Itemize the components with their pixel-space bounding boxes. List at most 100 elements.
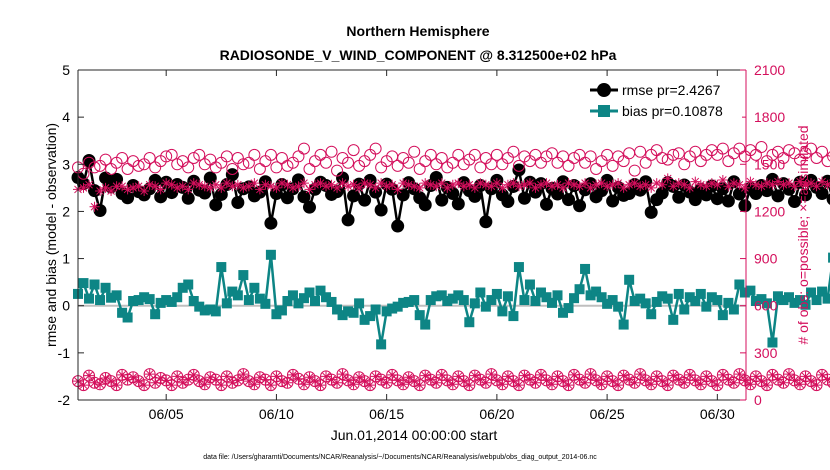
obs-assimilated-point bbox=[541, 375, 552, 386]
bias-point bbox=[684, 292, 695, 303]
obs-assimilated-point bbox=[706, 376, 717, 387]
bias-point bbox=[304, 287, 315, 298]
obs-assimilated-point bbox=[602, 371, 613, 382]
obs-possible-point bbox=[132, 159, 145, 172]
obs-assimilated-point bbox=[199, 181, 210, 192]
bias-point bbox=[238, 270, 249, 281]
obs-assimilated-point bbox=[348, 179, 359, 190]
obs-assimilated-point bbox=[398, 379, 409, 390]
y2-tick-label: 1500 bbox=[754, 156, 785, 172]
bias-point bbox=[354, 298, 365, 309]
rmse-point bbox=[264, 216, 278, 230]
obs-assimilated-point bbox=[701, 371, 712, 382]
obs-possible-point bbox=[264, 379, 277, 392]
bias-point bbox=[783, 292, 794, 303]
footer-datafile: data file: /Users/gharamti/Documents/NCA… bbox=[203, 454, 597, 461]
obs-assimilated-point bbox=[480, 179, 491, 190]
bias-point bbox=[712, 295, 723, 306]
obs-assimilated-point bbox=[144, 369, 155, 380]
obs-assimilated-point bbox=[254, 184, 265, 195]
obs-assimilated-point bbox=[800, 371, 811, 382]
obs-assimilated-point bbox=[265, 380, 276, 391]
obs-assimilated-point bbox=[651, 371, 662, 382]
obs-assimilated-point bbox=[321, 181, 332, 192]
y-tick-label: 1 bbox=[62, 251, 70, 267]
obs-assimilated-point bbox=[359, 376, 370, 387]
bias-point bbox=[282, 296, 293, 306]
y-tick-label: 2 bbox=[62, 203, 70, 219]
obs-assimilated-point bbox=[216, 182, 227, 193]
obs-assimilated-point bbox=[260, 179, 271, 190]
obs-assimilated-point bbox=[227, 377, 238, 388]
obs-assimilated-point bbox=[442, 182, 453, 193]
obs-assimilated-point bbox=[409, 181, 420, 192]
bias-point bbox=[166, 296, 177, 307]
obs-assimilated-point bbox=[486, 369, 497, 380]
bias-point bbox=[800, 299, 811, 310]
bias-point bbox=[177, 282, 188, 293]
bias-point bbox=[111, 290, 122, 301]
obs-assimilated-point bbox=[723, 374, 734, 385]
bias-point bbox=[133, 295, 144, 306]
obs-assimilated-point bbox=[78, 380, 89, 391]
bias-point bbox=[519, 295, 530, 306]
obs-possible-point bbox=[182, 161, 195, 174]
obs-assimilated-point bbox=[464, 380, 475, 391]
y-tick-label: 5 bbox=[62, 62, 70, 78]
obs-assimilated-point bbox=[210, 179, 221, 190]
bias-point bbox=[723, 297, 734, 308]
bias-point bbox=[469, 298, 480, 309]
obs-assimilated-point bbox=[381, 181, 392, 192]
bias-point bbox=[216, 262, 227, 273]
obs-assimilated-point bbox=[293, 373, 304, 384]
chart-subtitle: RADIOSONDE_V_WIND_COMPONENT @ 8.312500e+… bbox=[220, 47, 617, 63]
bias-point bbox=[739, 287, 750, 298]
obs-assimilated-point bbox=[238, 182, 249, 193]
obs-assimilated-point bbox=[646, 182, 657, 193]
obs-possible-point bbox=[584, 150, 597, 163]
bias-point bbox=[750, 296, 761, 306]
obs-assimilated-point bbox=[332, 182, 343, 193]
obs-assimilated-point bbox=[95, 379, 106, 390]
obs-assimilated-point bbox=[188, 369, 199, 380]
obs-possible-point bbox=[816, 145, 829, 158]
obs-assimilated-point bbox=[475, 178, 486, 189]
obs-possible-point bbox=[805, 142, 818, 155]
bias-point bbox=[321, 292, 332, 303]
obs-assimilated-point bbox=[354, 182, 365, 193]
bias-point bbox=[343, 306, 354, 317]
obs-assimilated-point bbox=[535, 179, 546, 190]
obs-assimilated-point bbox=[194, 376, 205, 387]
obs-assimilated-point bbox=[436, 178, 447, 189]
bias-point bbox=[673, 288, 684, 299]
bias-point bbox=[84, 293, 95, 304]
obs-possible-point bbox=[408, 145, 421, 158]
y2-tick-label: 2100 bbox=[754, 62, 785, 78]
obs-assimilated-point bbox=[150, 181, 161, 192]
obs-possible-point bbox=[634, 145, 647, 158]
obs-assimilated-point bbox=[684, 182, 695, 193]
rmse-point bbox=[788, 195, 802, 209]
bias-point bbox=[502, 291, 513, 302]
obs-possible-point bbox=[297, 142, 310, 155]
bias-point bbox=[205, 304, 216, 315]
bias-point bbox=[326, 296, 337, 307]
bias-point bbox=[668, 314, 679, 325]
rmse-point bbox=[297, 190, 311, 204]
bias-point bbox=[772, 291, 783, 302]
bias-point bbox=[315, 285, 326, 296]
obs-assimilated-point bbox=[618, 182, 629, 193]
obs-assimilated-point bbox=[750, 179, 761, 190]
obs-assimilated-point bbox=[822, 374, 830, 385]
rmse-point bbox=[765, 172, 779, 186]
obs-possible-point bbox=[116, 152, 129, 164]
obs-assimilated-point bbox=[695, 379, 706, 390]
obs-assimilated-point bbox=[453, 371, 464, 382]
bias-point bbox=[227, 286, 238, 297]
obs-assimilated-point bbox=[591, 179, 602, 190]
obs-assimilated-point bbox=[458, 181, 469, 192]
obs-assimilated-point bbox=[756, 181, 767, 192]
bias-point bbox=[761, 298, 772, 309]
obs-assimilated-point bbox=[354, 372, 365, 383]
rmse-point bbox=[418, 198, 432, 212]
